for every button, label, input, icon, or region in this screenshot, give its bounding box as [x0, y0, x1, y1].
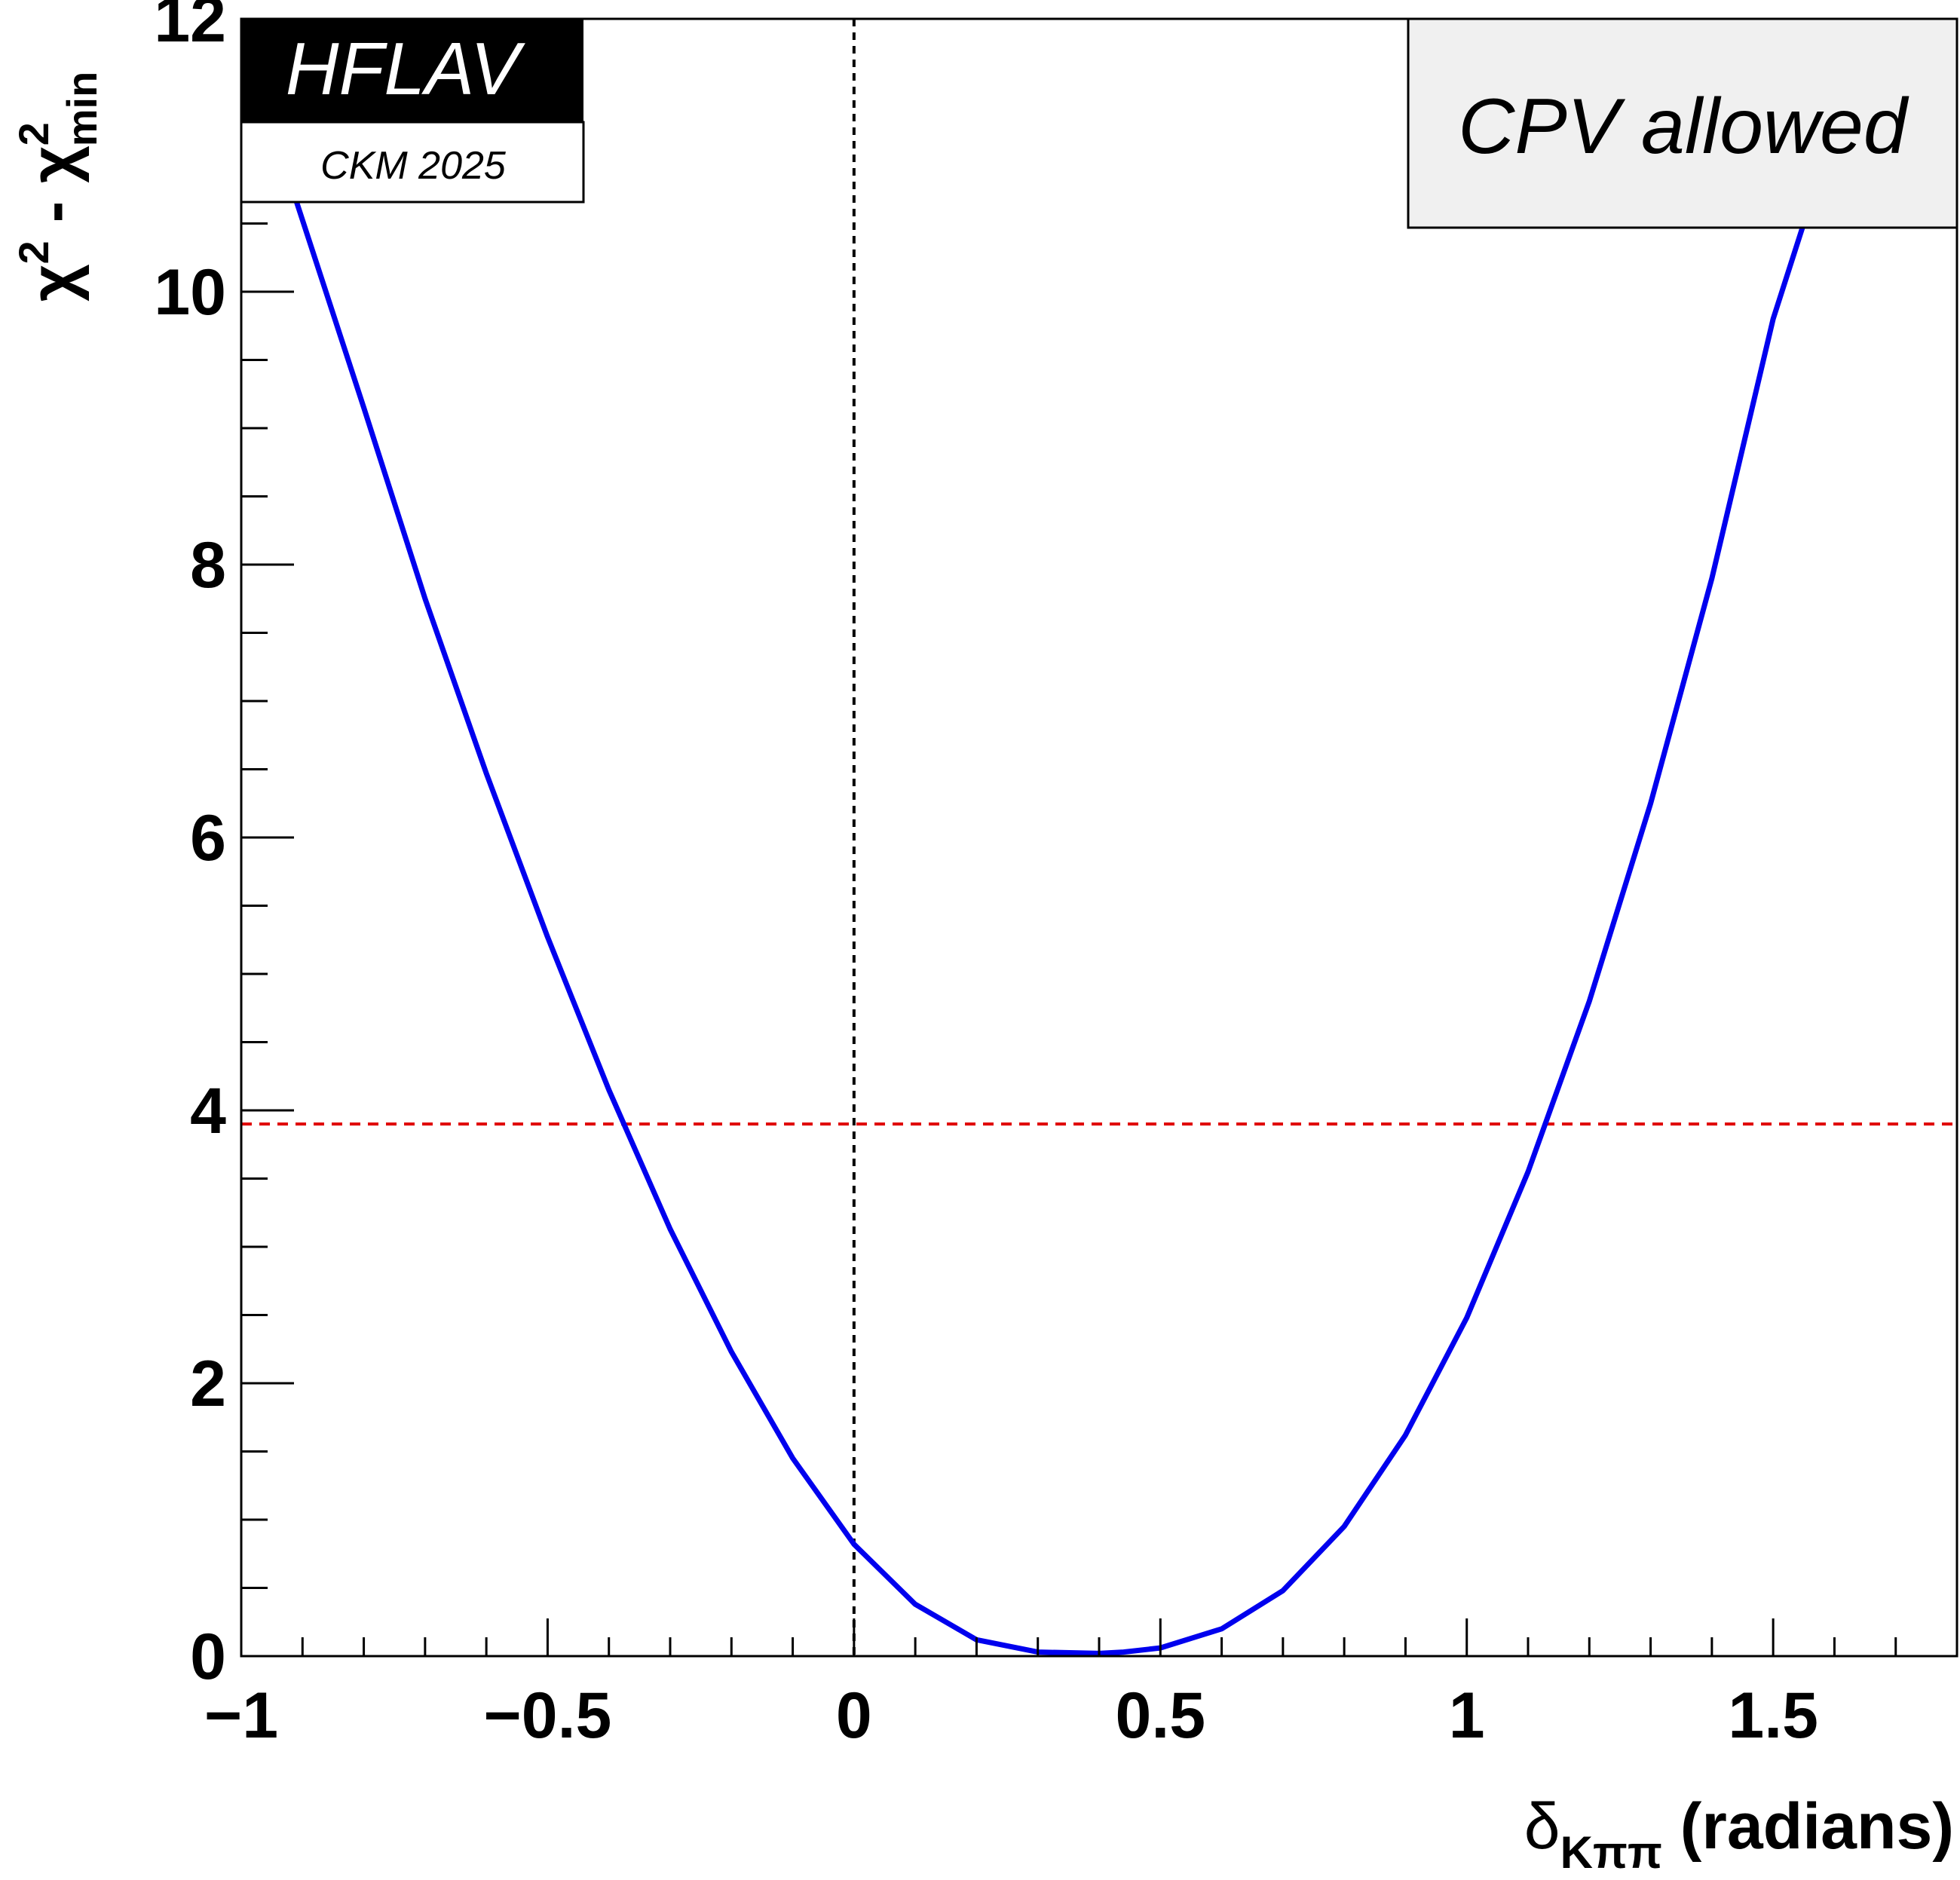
y-tick-label: 12: [154, 0, 226, 56]
x-tick-label: 0: [836, 1679, 872, 1752]
legend-background: [1407, 17, 1958, 229]
y-tick-label: 10: [154, 256, 226, 329]
y-tick-label: 6: [190, 802, 226, 874]
chi2-curve: [287, 127, 1837, 1656]
x-tick-label: 0.5: [1116, 1679, 1206, 1752]
x-tick-label: −1: [204, 1679, 278, 1752]
x-tick-label: 1: [1449, 1679, 1485, 1752]
tick-labels: −1 −0.5 0 0.5 1 1.5 0 2 4 6 8 10 12: [154, 0, 1818, 1752]
plot-frame: [240, 17, 1958, 1658]
svg-text:χ2 - χ2min: χ2 - χ2min: [10, 72, 106, 302]
xlabel-delta: δ: [1524, 1790, 1560, 1863]
svg-text:δKππ (radians): δKππ (radians): [1524, 1790, 1954, 1878]
y-axis-title: χ2 - χ2min: [10, 72, 106, 302]
logo-title: HFLAV: [286, 27, 525, 110]
logo-footer-bg: [240, 121, 585, 204]
x-tick-label: 1.5: [1728, 1679, 1818, 1752]
logo-header-bg: [241, 19, 583, 122]
y-tick-label: 4: [190, 1075, 226, 1147]
curve-layer: [287, 127, 1837, 1656]
hflav-logo: HFLAV CKM 2025: [240, 19, 585, 204]
axis-ticks: [240, 17, 1958, 1658]
y-tick-label: 2: [190, 1348, 226, 1420]
logo-subtitle: CKM 2025: [320, 144, 507, 188]
xlabel-subscript: Kππ: [1560, 1827, 1662, 1878]
y-tick-label: 8: [190, 529, 226, 602]
x-axis-title: δKππ (radians): [1524, 1790, 1954, 1878]
y-tick-label: 0: [190, 1621, 226, 1693]
xlabel-unit: (radians): [1680, 1790, 1954, 1863]
legend-box: CPV allowed: [1407, 17, 1958, 229]
reference-lines: [241, 19, 1957, 1656]
legend-label: CPV allowed: [1458, 83, 1909, 170]
x-tick-label: −0.5: [484, 1679, 612, 1752]
